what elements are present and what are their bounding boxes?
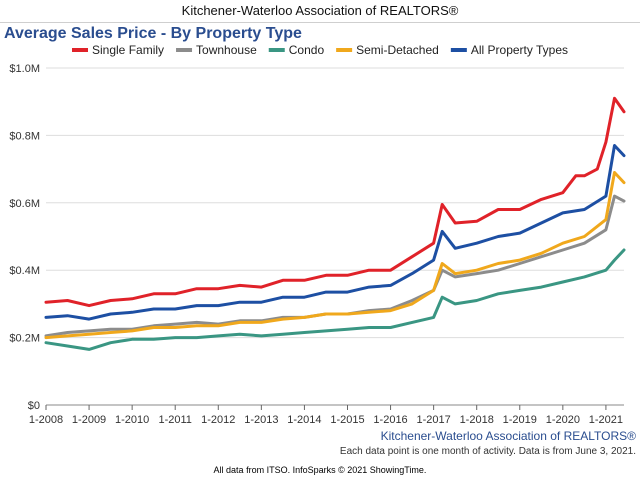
- legend-label-townhouse: Townhouse: [196, 43, 257, 57]
- series-line-condo: [44, 248, 626, 351]
- x-tick-label: 1-2021: [589, 414, 623, 426]
- series-line-single-family: [44, 96, 626, 308]
- header-title: Kitchener-Waterloo Association of REALTO…: [0, 0, 640, 23]
- x-tick-label: 1-2018: [460, 414, 494, 426]
- x-tick-label: 1-2013: [244, 414, 278, 426]
- legend-label-all-property-types: All Property Types: [471, 43, 568, 57]
- grid: [46, 67, 624, 406]
- footer-credit: All data from ITSO. InfoSparks © 2021 Sh…: [213, 465, 427, 475]
- y-tick-label: $0.8M: [9, 130, 40, 142]
- x-tick-label: 1-2011: [158, 414, 191, 426]
- chart-title: Average Sales Price - By Property Type: [4, 25, 302, 42]
- x-tick-label: 1-2015: [330, 414, 364, 426]
- x-tick-label: 1-2012: [201, 414, 235, 426]
- x-axis: 1-2008 1-2009 1-2010 1-2011 1-2012 1-2013 1-20…: [29, 405, 623, 426]
- y-tick-label: $0.4M: [9, 265, 40, 277]
- x-tick-label: 1-2016: [373, 414, 407, 426]
- legend-label-single-family: Single Family: [92, 43, 164, 57]
- y-tick-label: $1.0M: [9, 63, 40, 75]
- legend-label-semi-detached: Semi-Detached: [356, 43, 439, 57]
- y-tick-label: $0.2M: [9, 333, 40, 345]
- y-axis: $0 $0.2M $0.4M $0.6M $0.8M $1.0M: [9, 63, 40, 412]
- x-tick-label: 1-2019: [503, 414, 537, 426]
- data-note: Each data point is one month of activity…: [339, 446, 636, 457]
- source-label: Kitchener-Waterloo Association of REALTO…: [380, 429, 636, 443]
- x-tick-label: 1-2009: [72, 414, 106, 426]
- legend: Single Family Townhouse Condo Semi-Detached…: [72, 43, 568, 57]
- x-tick-label: 1-2008: [29, 414, 63, 426]
- y-tick-label: $0.6M: [9, 198, 40, 210]
- legend-label-condo: Condo: [289, 43, 325, 57]
- x-tick-label: 1-2014: [287, 414, 321, 426]
- series-line-all-property-types: [44, 144, 626, 321]
- x-tick-label: 1-2017: [416, 414, 450, 426]
- series-line-semi-detached: [44, 171, 626, 340]
- series-lines: [44, 96, 626, 351]
- x-tick-label: 1-2010: [115, 414, 149, 426]
- x-tick-label: 1-2020: [546, 414, 580, 426]
- y-tick-label: $0: [28, 400, 40, 412]
